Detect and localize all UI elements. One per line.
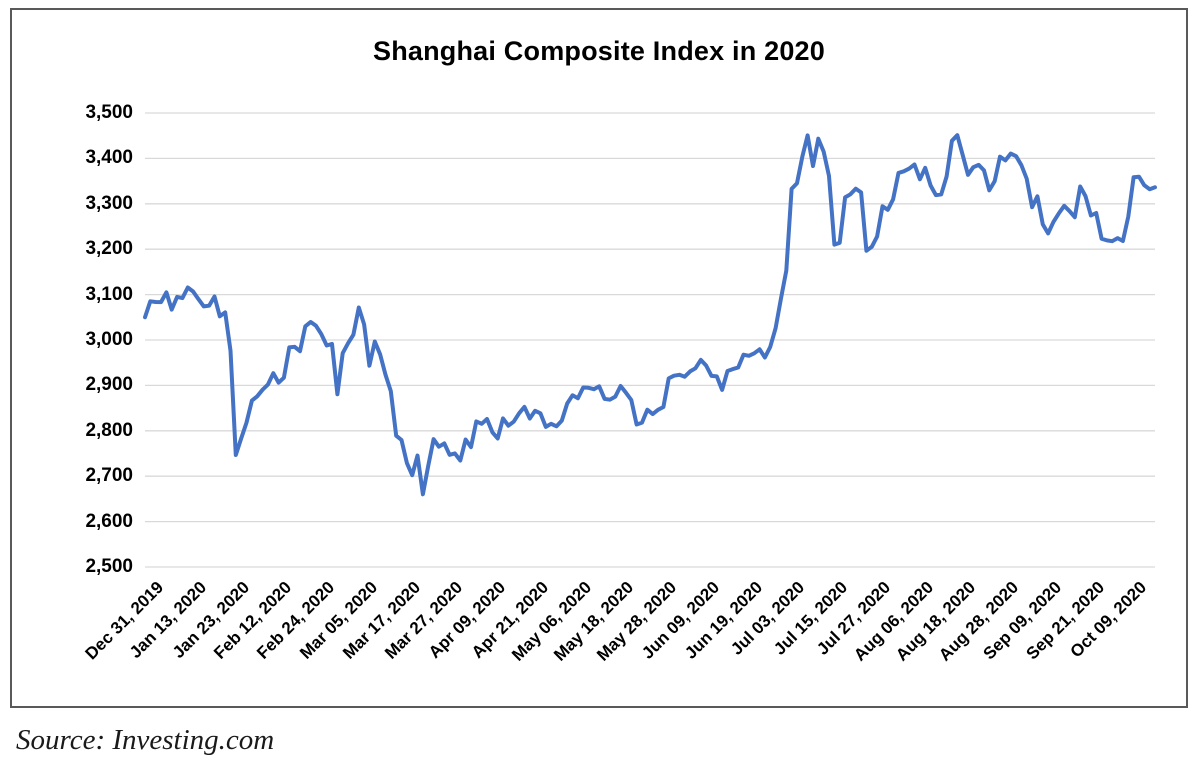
y-axis-label: 2,700 [85,465,133,487]
source-text: Source: Investing.com [16,724,275,756]
y-axis-label: 3,400 [85,147,133,169]
y-axis-label: 2,800 [85,419,133,441]
y-axis-label: 3,500 [85,102,133,123]
y-axis-label: 3,300 [85,192,133,214]
chart-frame: Shanghai Composite Index in 2020 3,500 3,… [10,8,1188,708]
y-axis-label: 3,000 [85,329,133,350]
y-axis-label: 2,600 [85,510,133,532]
line-series [143,133,1157,497]
chart-title: Shanghai Composite Index in 2020 [372,36,825,66]
y-axis-label: 3,200 [85,238,133,260]
plot-area [143,112,1157,568]
y-axis-label: 2,500 [85,556,133,577]
y-axis-label: 3,100 [85,283,133,305]
y-axis-label: 2,900 [85,374,133,396]
